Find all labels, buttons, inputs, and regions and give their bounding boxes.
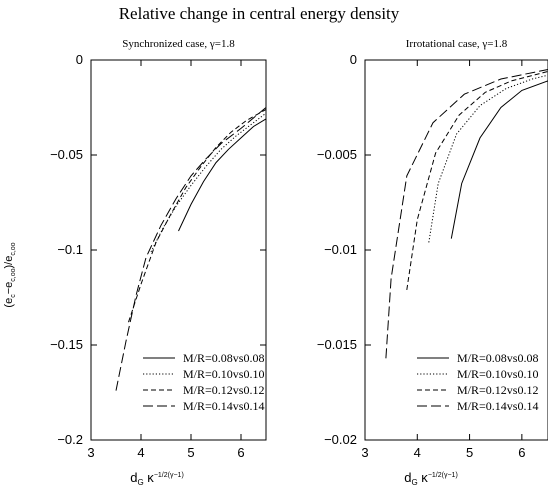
irrot-y-tick-label: −0.015: [317, 337, 357, 352]
irrot-legend-label: M/R=0.12vs0.12: [457, 383, 538, 397]
irrot-series-solid: [450, 80, 548, 239]
figure-title: Relative change in central energy densit…: [119, 4, 400, 23]
sync-x-tick-label: 6: [237, 445, 244, 460]
irrot-series-dashed: [406, 70, 548, 290]
sync-series-solid: [178, 118, 266, 232]
sync-legend-label: M/R=0.14vs0.14: [183, 399, 264, 413]
sync-y-tick-label: −0.2: [57, 432, 83, 447]
sync-series-longdash: [115, 107, 266, 391]
sync-legend-label: M/R=0.08vs0.08: [183, 351, 264, 365]
irrot-x-tick-label: 4: [414, 445, 421, 460]
sync-x-tick-label: 4: [137, 445, 144, 460]
irrot-y-tick-label: 0: [350, 52, 357, 67]
sync-y-tick-label: −0.05: [50, 147, 83, 162]
synchronized-panel: Synchronized case, γ=1.8 3 4 5 6 0 −0.05 −0.1 −0…: [50, 38, 267, 460]
sync-x-tick-label: 3: [87, 445, 94, 460]
irrot-legend-label: M/R=0.08vs0.08: [457, 351, 538, 365]
sync-y-tick-label: −0.1: [57, 242, 83, 257]
irrot-y-tick-label: −0.02: [324, 432, 357, 447]
irrot-series-longdash: [385, 69, 548, 359]
irrot-legend-label: M/R=0.14vs0.14: [457, 399, 538, 413]
irrot-x-tick-label: 3: [361, 445, 368, 460]
irrot-series-dotted: [428, 74, 548, 243]
irrotational-panel: Irrotational case, γ=1.8 3 4 5 6 0 −0.005 −0.01…: [317, 38, 548, 460]
irrot-x-tick-label: 6: [518, 445, 525, 460]
sync-x-tick-label: 5: [187, 445, 194, 460]
sync-panel-title: Synchronized case, γ=1.8: [122, 38, 235, 50]
irrot-panel-title: Irrotational case, γ=1.8: [406, 38, 508, 50]
irrot-y-tick-label: −0.005: [317, 147, 357, 162]
sync-series-dashed: [128, 108, 266, 323]
sync-y-tick-label: −0.15: [50, 337, 83, 352]
x-axis-label-right: dG κ−1/2(γ−1): [404, 470, 458, 485]
sync-y-tick-label: 0: [76, 52, 83, 67]
y-axis-label: (ec−ec,oo)/ec,oo: [3, 242, 17, 307]
x-axis-label-left: dG κ−1/2(γ−1): [130, 470, 184, 485]
irrot-x-tick-label: 5: [466, 445, 473, 460]
sync-series-dotted: [150, 112, 266, 253]
irrot-y-tick-label: −0.01: [324, 242, 357, 257]
sync-legend-label: M/R=0.10vs0.10: [183, 367, 264, 381]
irrot-legend-label: M/R=0.10vs0.10: [457, 367, 538, 381]
sync-legend-label: M/R=0.12vs0.12: [183, 383, 264, 397]
